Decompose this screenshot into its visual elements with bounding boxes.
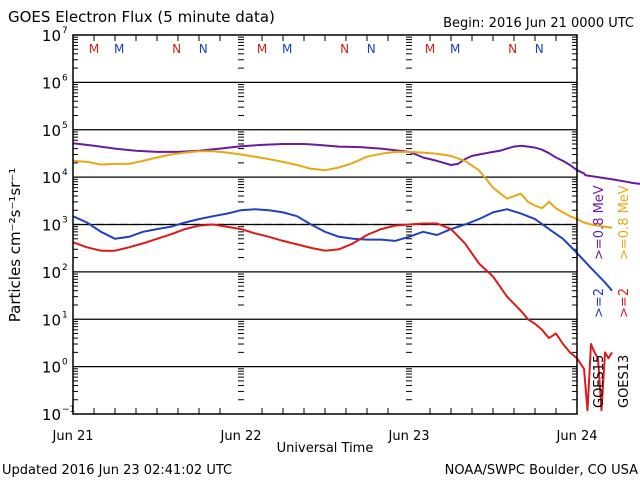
y-tick-label: 10 [42, 27, 61, 45]
y-tick-label: 10 [42, 406, 61, 424]
satellite-marker: M [114, 42, 124, 56]
x-axis-label: Universal Time [277, 441, 374, 456]
y-tick-exponent: 4 [62, 168, 68, 178]
chart-title: GOES Electron Flux (5 minute data) [8, 8, 275, 26]
x-tick-label: Jun 23 [388, 429, 430, 444]
x-tick-label: Jun 21 [52, 429, 94, 444]
legend-entry: >=2 [592, 288, 607, 318]
y-axis-label: Particles cm⁻²s⁻¹sr⁻¹ [6, 168, 24, 322]
y-tick-exponent: −1 [62, 405, 75, 415]
y-axis-ticks [73, 36, 577, 401]
y-tick-label: 10 [42, 264, 61, 282]
series-line [72, 150, 613, 229]
satellite-marker: M [89, 42, 99, 56]
satellite-marker: N [367, 42, 376, 56]
y-tick-label: 10 [42, 217, 61, 235]
y-tick-label: 10 [42, 311, 61, 329]
y-tick-label: 10 [42, 122, 61, 140]
x-axis-ticks [93, 35, 557, 414]
y-tick-exponent: 0 [62, 358, 68, 368]
legend-satellite-label: GOES15 [592, 355, 607, 408]
plot-frame [72, 34, 578, 415]
y-tick-exponent: 6 [62, 73, 68, 83]
credit-label: NOAA/SWPC Boulder, CO USA [445, 463, 638, 478]
y-tick-exponent: 5 [62, 121, 68, 131]
satellite-marker: N [535, 42, 544, 56]
x-tick-labels: Jun 21 Jun 22 Jun 23 Jun 24 [52, 429, 598, 444]
legend-entry: >=2 [617, 288, 632, 318]
y-tick-exponent: 7 [62, 26, 68, 36]
data-series [72, 142, 640, 412]
y-tick-label: 10 [42, 169, 61, 187]
satellite-marker: N [508, 42, 517, 56]
updated-timestamp: Updated 2016 Jun 23 02:41:02 UTC [2, 463, 232, 478]
legend-satellite-label: GOES13 [617, 355, 632, 408]
satellite-marker: N [172, 42, 181, 56]
y-tick-exponent: 1 [62, 310, 68, 320]
y-tick-exponent: 3 [62, 216, 68, 226]
satellite-marker: M [282, 42, 292, 56]
legend-entry: >=0.8 MeV [617, 185, 632, 260]
satellite-marker: M [450, 42, 460, 56]
legend-entry: >=0.8 MeV [592, 185, 607, 260]
satellite-marker: N [199, 42, 208, 56]
y-tick-label: 10 [42, 359, 61, 377]
begin-date-label: Begin: 2016 Jun 21 0000 UTC [443, 16, 634, 31]
satellite-marker: M [257, 42, 267, 56]
satellite-marker: N [340, 42, 349, 56]
gridlines [73, 81, 577, 368]
x-tick-label: Jun 22 [220, 429, 262, 444]
series-line [72, 142, 640, 185]
y-tick-exponent: 2 [62, 263, 68, 273]
series-line [72, 208, 613, 292]
series-line [72, 222, 613, 412]
legend: GOES15 >=2 >=0.8 MeV GOES13 >=2 >=0.8 MeV [592, 185, 632, 408]
x-tick-label: Jun 24 [556, 429, 598, 444]
satellite-marker: M [425, 42, 435, 56]
y-tick-label: 10 [42, 74, 61, 92]
